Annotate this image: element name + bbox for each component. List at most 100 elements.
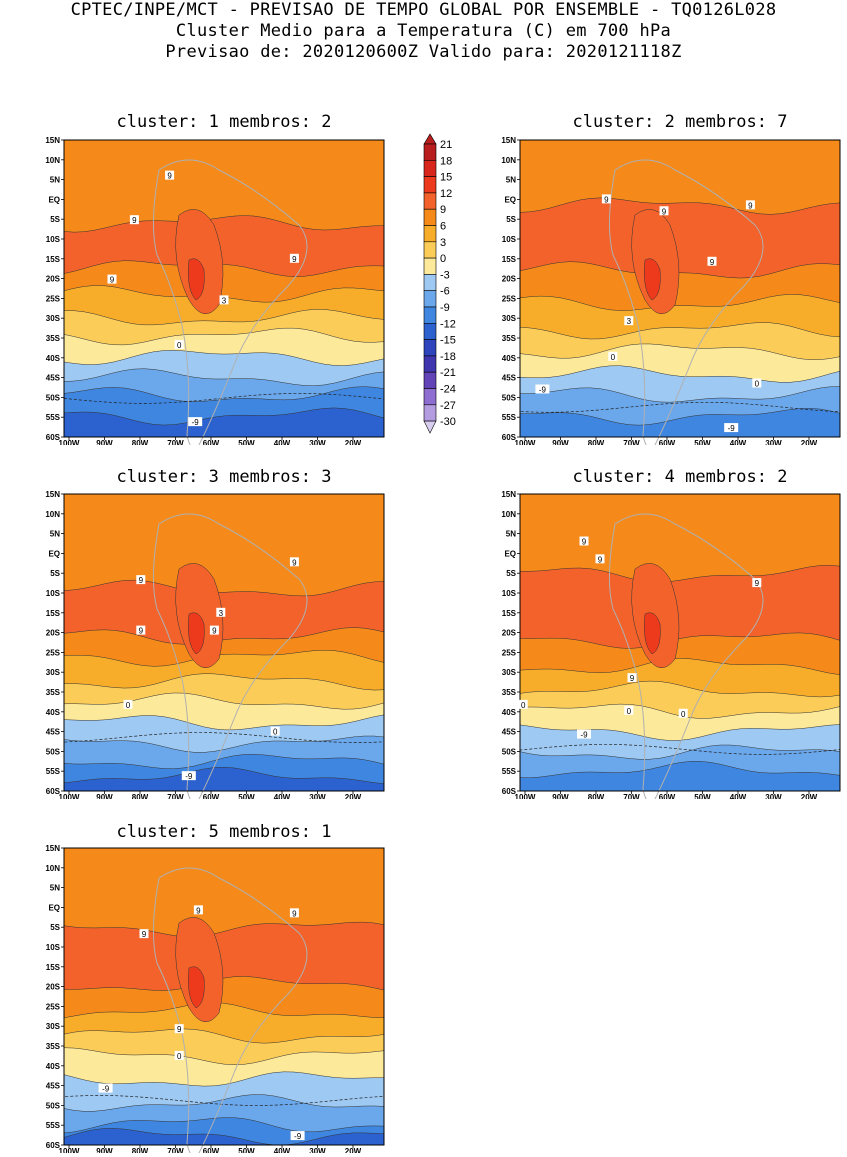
contour-label-box xyxy=(627,673,637,683)
lat-label: 30S xyxy=(46,1022,61,1031)
lat-label: 55S xyxy=(502,413,517,422)
dashed-contour xyxy=(63,393,385,404)
lon-label: 60W xyxy=(203,439,220,445)
lat-label: 15N xyxy=(45,136,60,145)
contour-label: 9 xyxy=(598,555,603,564)
lat-label: 5N xyxy=(506,530,516,539)
colorbar-label: 12 xyxy=(440,188,452,200)
colorbar-top-arrow xyxy=(423,133,437,145)
lat-label: 35S xyxy=(502,688,517,697)
lat-label: 45S xyxy=(502,374,517,383)
contour-label: 9 xyxy=(132,216,137,225)
colorbar-label: -27 xyxy=(440,400,456,412)
lat-label: 15S xyxy=(46,609,61,618)
lat-label: 20S xyxy=(46,983,61,992)
temperature-map-cluster-5: 15N 10N 5N EQ 5S 10S 15S 20S 25S 30S 35S 40S 45S 50S 5… xyxy=(45,844,385,1153)
colorbar-label: -24 xyxy=(440,384,456,396)
lat-label: 5S xyxy=(506,569,516,578)
temperature-map-cluster-1: 15N 10N 5N EQ 5S 10S 15S 20S 25S 30S 35S 40S 45S 50S 5… xyxy=(45,136,385,445)
lon-label: 80W xyxy=(132,439,149,445)
lon-label: 50W xyxy=(238,439,255,445)
lat-label: 15N xyxy=(501,490,516,499)
contour-label: 9 xyxy=(139,576,144,585)
contour-label: -9 xyxy=(728,424,736,433)
lat-label: 50S xyxy=(502,393,517,402)
lat-label: 40S xyxy=(502,354,517,363)
contour-label: 9 xyxy=(110,276,115,285)
lat-label: 10S xyxy=(46,589,61,598)
contour-label-box xyxy=(129,215,139,225)
contour-label: 9 xyxy=(630,674,635,683)
colorbar-swatch xyxy=(423,225,437,243)
contour-label: 9 xyxy=(662,207,667,216)
lon-label: 40W xyxy=(730,439,747,445)
contour-label: 3 xyxy=(222,296,227,305)
colorbar-label: 0 xyxy=(440,253,446,265)
contour-label: 3 xyxy=(219,609,224,618)
lat-label: 15S xyxy=(46,963,61,972)
contour-label: 0 xyxy=(521,701,526,710)
contour-label-box xyxy=(216,607,226,617)
lon-label: 40W xyxy=(274,1147,291,1153)
lat-label: 15N xyxy=(45,490,60,499)
contour-label-box xyxy=(624,705,634,715)
header-line-3: Previsao de: 2020120600Z Valido para: 20… xyxy=(165,42,682,62)
contour-label: -9 xyxy=(539,385,547,394)
colorbar-swatch xyxy=(423,306,437,324)
warm-core-region xyxy=(644,612,661,655)
lat-label: 5S xyxy=(50,569,60,578)
contour-label-box xyxy=(595,554,605,564)
contour-label: 9 xyxy=(196,906,201,915)
lon-label: 50W xyxy=(238,793,255,799)
lat-label: 15N xyxy=(501,136,516,145)
lat-label: 25S xyxy=(502,648,517,657)
contour-label-box xyxy=(98,1083,113,1093)
contour-label: 9 xyxy=(177,1025,182,1034)
lat-label: 10N xyxy=(45,510,60,519)
lat-label: 10N xyxy=(45,156,60,165)
lon-label: 100W xyxy=(59,793,80,799)
temperature-band xyxy=(63,407,385,438)
panel-3-title: cluster: 3 membros: 3 xyxy=(116,467,332,487)
contour-label-box xyxy=(219,295,229,305)
colorbar-swatch xyxy=(423,208,437,226)
lon-label: 50W xyxy=(694,793,711,799)
lat-label: 30S xyxy=(46,314,61,323)
contour-label: 9 xyxy=(139,627,144,636)
contour-label: 0 xyxy=(611,353,616,362)
dashed-contour xyxy=(63,732,385,743)
lat-label: 35S xyxy=(46,688,61,697)
colorbar-label: 6 xyxy=(440,221,446,233)
contour-label: 9 xyxy=(582,538,587,547)
colorbar-swatch xyxy=(423,371,437,389)
colorbar-label: 15 xyxy=(440,172,452,184)
map-plot-area: 15N 10N 5N EQ 5S 10S 15S 20S 25S 30S 35S 40S 45S 50S 5… xyxy=(501,490,841,799)
lat-label: 30S xyxy=(502,314,517,323)
colorbar-swatch xyxy=(423,355,437,373)
contour-label: -9 xyxy=(294,1132,302,1141)
panel-4-title: cluster: 4 membros: 2 xyxy=(572,467,788,487)
lon-label: 100W xyxy=(515,439,536,445)
lon-label: 20W xyxy=(801,439,818,445)
contour-label-box xyxy=(193,905,203,915)
contour-label-box xyxy=(289,908,299,918)
panel-1-title: cluster: 1 membros: 2 xyxy=(116,112,332,132)
lat-label: 25S xyxy=(46,1002,61,1011)
lat-label: 50S xyxy=(46,393,61,402)
lat-label: 50S xyxy=(46,1101,61,1110)
temperature-band xyxy=(63,766,385,792)
lat-label: 10S xyxy=(502,589,517,598)
lon-label: 70W xyxy=(167,1147,184,1153)
contour-label: 0 xyxy=(177,1052,182,1061)
temperature-map-cluster-2: 15N 10N 5N EQ 5S 10S 15S 20S 25S 30S 35S 40S 45S 50S 5… xyxy=(501,136,841,445)
contour-label: 9 xyxy=(142,930,147,939)
lon-label: 70W xyxy=(623,439,640,445)
lat-label: 60S xyxy=(502,787,517,796)
lat-label: 10S xyxy=(46,235,61,244)
colorbar-label: 3 xyxy=(440,237,446,249)
colorbar-label: 18 xyxy=(440,155,452,167)
contour-label-box xyxy=(579,536,589,546)
lat-label: 5N xyxy=(50,530,60,539)
lat-label: 50S xyxy=(46,747,61,756)
colorbar-swatch xyxy=(423,388,437,406)
